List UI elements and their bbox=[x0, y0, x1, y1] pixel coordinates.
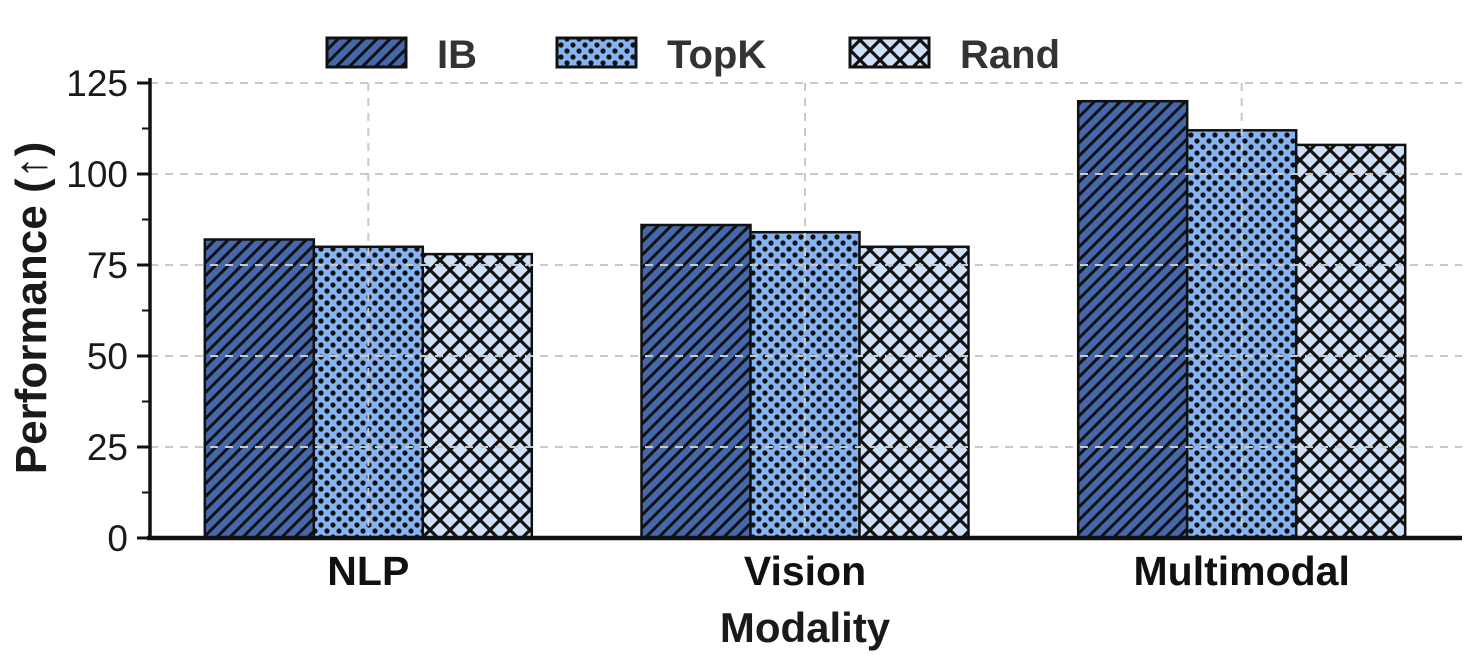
y-tick-label-100: 100 bbox=[66, 154, 128, 195]
legend-swatch-rand bbox=[848, 36, 931, 69]
legend-label-topk: TopK bbox=[667, 33, 766, 77]
legend-swatch-ib bbox=[325, 36, 408, 69]
legend-label-rand: Rand bbox=[960, 33, 1060, 77]
legend: IB TopK Rand bbox=[325, 33, 1060, 77]
y-axis-label: Performance (↑) bbox=[7, 142, 56, 475]
bar-IB-Multimodal bbox=[1076, 99, 1189, 540]
bar-Rand-NLP bbox=[421, 252, 534, 540]
x-tick-label-nlp: NLP bbox=[327, 548, 409, 594]
x-tick-label-vision: Vision bbox=[744, 548, 866, 594]
bar-IB-Vision bbox=[640, 223, 752, 540]
y-tick-label-125: 125 bbox=[66, 63, 128, 104]
bars-layer bbox=[203, 99, 1407, 540]
labels-layer: Performance (↑) Modality NLP Vision Multim… bbox=[7, 142, 1350, 651]
y-tick-label-0: 0 bbox=[107, 518, 128, 559]
x-axis-label: Modality bbox=[720, 604, 891, 651]
bar-Rand-Multimodal bbox=[1294, 143, 1407, 540]
y-tick-label-50: 50 bbox=[87, 336, 128, 377]
legend-label-ib: IB bbox=[437, 33, 477, 77]
bar-IB-NLP bbox=[203, 238, 316, 540]
legend-swatch-topk bbox=[555, 36, 638, 69]
bar-Rand-Vision bbox=[858, 245, 970, 540]
axes-layer: 0 25 50 75 100 125 bbox=[66, 63, 1462, 559]
x-tick-label-multimodal: Multimodal bbox=[1134, 548, 1350, 594]
y-tick-label-25: 25 bbox=[87, 427, 128, 468]
grid-layer bbox=[150, 82, 1462, 538]
y-tick-label-75: 75 bbox=[87, 245, 128, 286]
